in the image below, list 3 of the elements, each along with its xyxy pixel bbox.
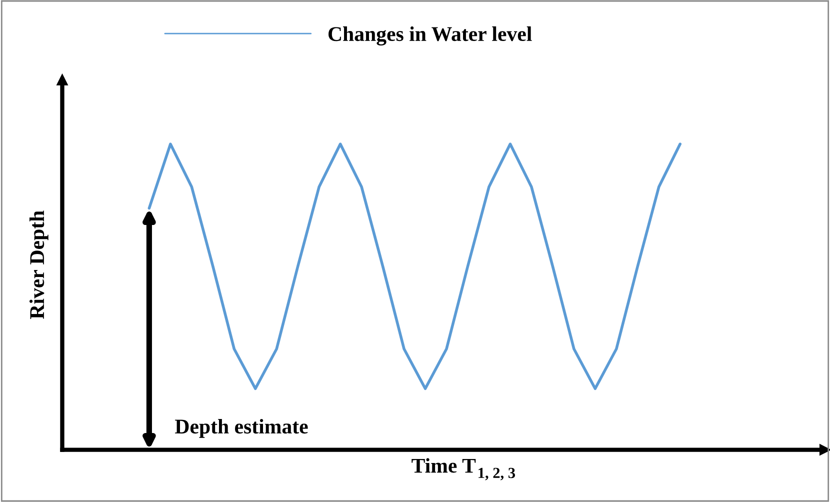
text: Changes in Water level — [328, 26, 532, 46]
annotation: Depth estimate — [175, 418, 308, 438]
y-axis-title: River Depth — [29, 210, 48, 319]
